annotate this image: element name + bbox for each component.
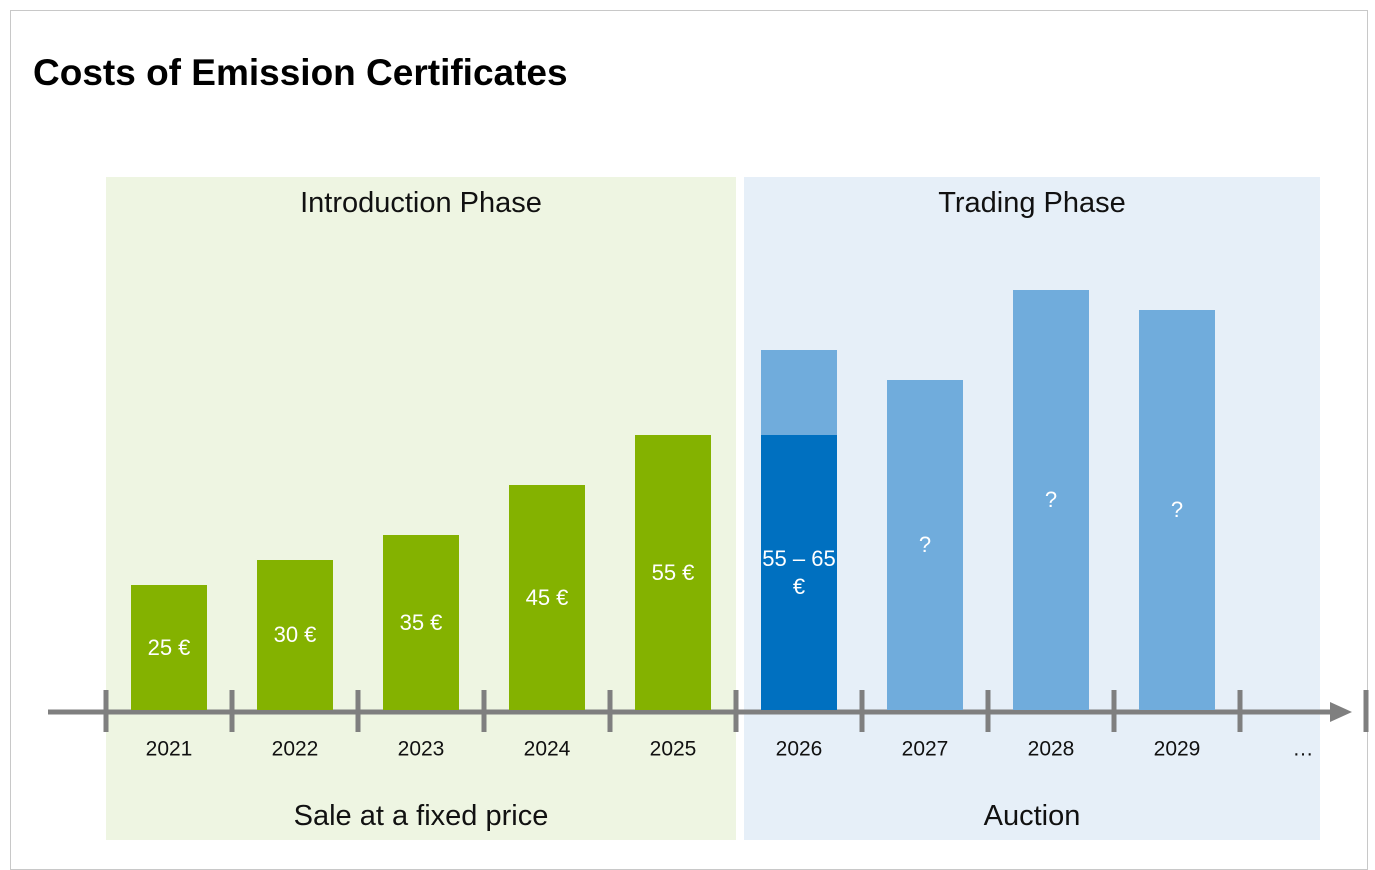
bar-label: 35 € <box>399 609 443 635</box>
bar-label: 25 € <box>147 634 191 660</box>
x-tick-label: 2021 <box>146 738 193 761</box>
bar-label: 30 € <box>273 622 317 647</box>
bar-label: 55 – 65 € <box>762 545 836 599</box>
x-tick-label: 2025 <box>650 738 697 761</box>
bar <box>131 585 207 710</box>
x-tick-label: 2029 <box>1154 738 1201 761</box>
x-tick-label: 2027 <box>902 738 949 761</box>
bar <box>635 435 711 710</box>
bar <box>257 560 333 710</box>
bar <box>1139 310 1215 710</box>
phase-title: Introduction Phase <box>300 187 542 219</box>
bar <box>761 435 837 710</box>
bar-label: ? <box>1044 487 1058 512</box>
x-tick-label: … <box>1293 738 1314 761</box>
x-tick-label: 2024 <box>524 738 571 761</box>
bar <box>887 380 963 710</box>
bar-label: ? <box>918 532 932 557</box>
x-tick-label: 2023 <box>398 738 445 761</box>
bar <box>383 535 459 710</box>
bar <box>761 350 837 435</box>
bar <box>1013 290 1089 710</box>
bar <box>509 485 585 710</box>
bar-label: 45 € <box>525 584 569 610</box>
phase-title: Trading Phase <box>938 187 1126 219</box>
phase-caption: Auction <box>983 800 1081 832</box>
bar-label: 55 € <box>651 559 695 585</box>
axis-arrow <box>1330 702 1352 722</box>
chart-title: Costs of Emission Certificates <box>33 52 568 93</box>
bar-label: ? <box>1170 497 1184 522</box>
x-tick-label: 2022 <box>272 738 319 761</box>
phase-caption: Sale at a fixed price <box>293 800 549 832</box>
phase-panel <box>106 177 736 840</box>
x-tick-label: 2028 <box>1028 738 1075 761</box>
x-tick-label: 2026 <box>776 738 823 761</box>
